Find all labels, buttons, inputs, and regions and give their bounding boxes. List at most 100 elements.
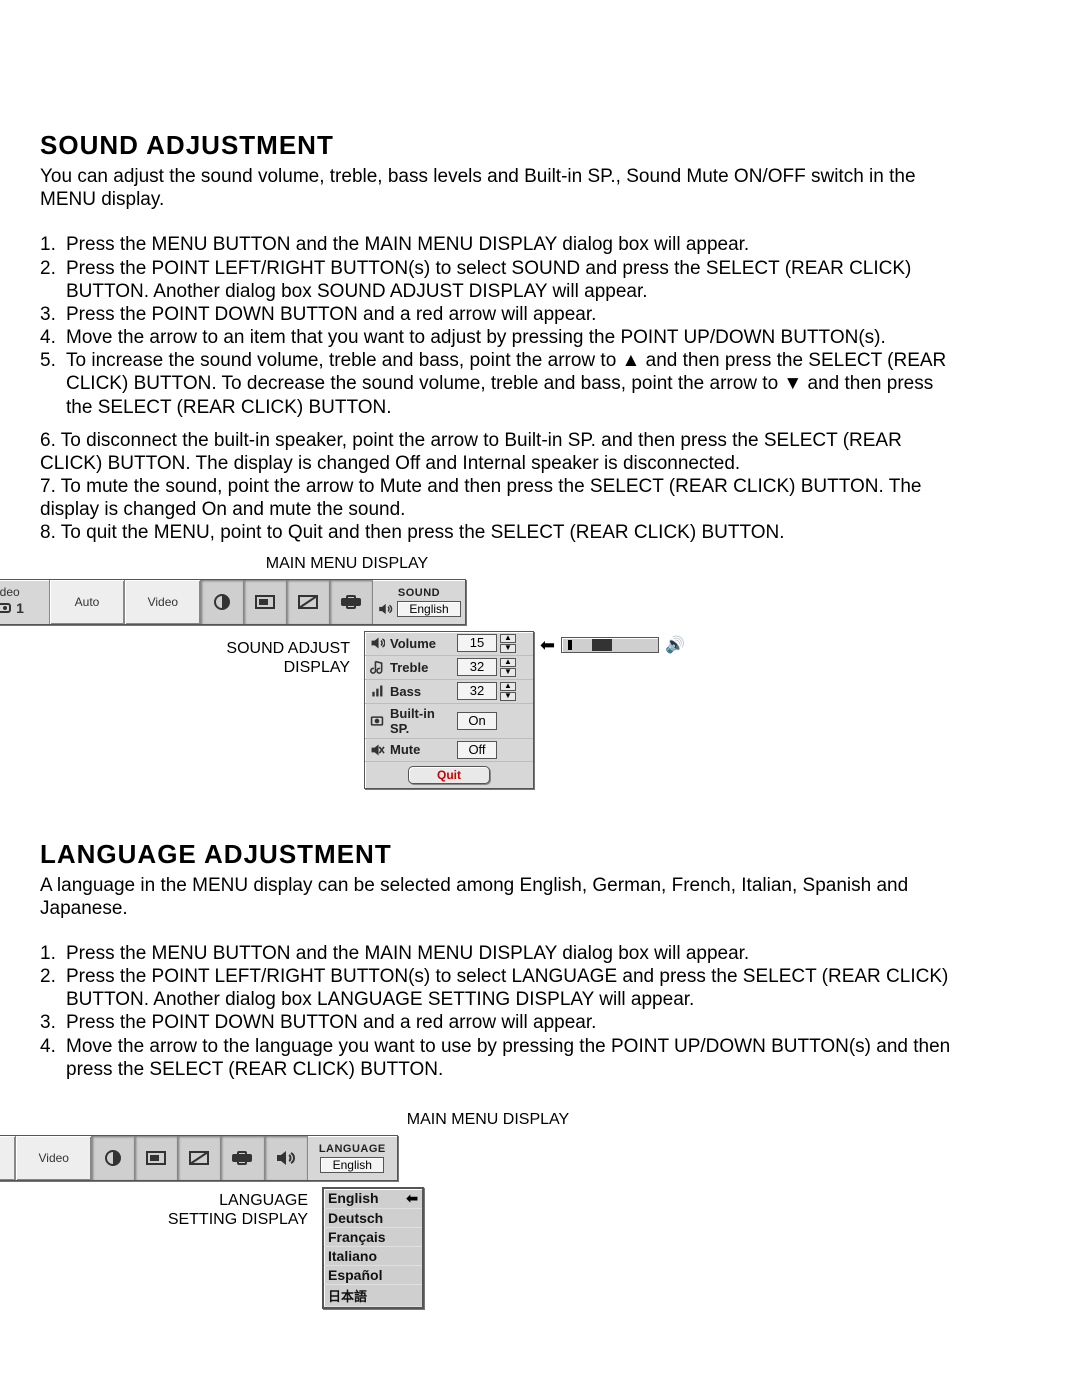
mute-icon [369, 743, 385, 757]
sound-step-3: Press the POINT DOWN BUTTON and a red ar… [66, 303, 960, 326]
menu-end-value: English [397, 601, 461, 617]
sound-step-5: To increase the sound volume, treble and… [66, 349, 960, 419]
spinner-up[interactable]: ▲ [500, 682, 516, 691]
projector-icon [0, 599, 13, 617]
sound-row-builtinsp[interactable]: Built-in SP.On [365, 704, 533, 739]
document-page: SOUND ADJUSTMENT You can adjust the soun… [0, 0, 1000, 1349]
sound-row-bass[interactable]: Bass32▲▼ [365, 680, 533, 704]
language-option-español[interactable]: Español [324, 1266, 422, 1285]
sound-figure: MAIN MENU DISPLAY SOUND ADJUST DISPLAY C… [40, 555, 960, 789]
settings-icon [337, 593, 365, 611]
lang-step-3: Press the POINT DOWN BUTTON and a red ar… [66, 1011, 960, 1034]
speaker-end-icon: 🔊 [665, 635, 685, 655]
aspect-icon [142, 1149, 170, 1167]
language-option-english[interactable]: English⬅ [324, 1189, 422, 1209]
lang-step-2: Press the POINT LEFT/RIGHT BUTTON(s) to … [66, 965, 960, 1011]
menu-tile-auto[interactable]: Auto [50, 580, 126, 624]
spinner-down[interactable]: ▼ [500, 692, 516, 701]
sound-row-treble[interactable]: Treble32▲▼ [365, 656, 533, 680]
language-option-deutsch[interactable]: Deutsch [324, 1209, 422, 1228]
language-heading: LANGUAGE ADJUSTMENT [40, 839, 960, 870]
sound-step-2: Press the POINT LEFT/RIGHT BUTTON(s) to … [66, 257, 960, 303]
sound-steps: 1.Press the MENU BUTTON and the MAIN MEN… [40, 233, 960, 418]
menu-tile-auto[interactable]: Auto [0, 1136, 16, 1180]
sound-step-4: Move the arrow to an item that you want … [66, 326, 960, 349]
language-option-italiano[interactable]: Italiano [324, 1247, 422, 1266]
quit-button[interactable]: Quit [408, 766, 490, 784]
language-option-日本語[interactable]: 日本語 [324, 1285, 422, 1307]
sound-row-value: Off [457, 741, 497, 759]
menu-tile-speaker-only[interactable] [265, 1136, 308, 1180]
menu-tile-settings[interactable] [221, 1136, 264, 1180]
volume-slider[interactable] [561, 637, 659, 653]
sound-row-label: Built-in SP. [390, 706, 454, 736]
spinner-up[interactable]: ▲ [500, 634, 516, 643]
menu-tile-crop[interactable] [178, 1136, 221, 1180]
sound-row-value: 32 [457, 658, 497, 676]
sound-row-value: On [457, 712, 497, 730]
bass-icon [369, 684, 385, 698]
sound-row-label: Treble [390, 660, 454, 675]
spinner-up[interactable]: ▲ [500, 658, 516, 667]
menu-tile-contrast[interactable] [201, 580, 244, 624]
language-intro: A language in the MENU display can be se… [40, 874, 960, 920]
lang-step-4: Move the arrow to the language you want … [66, 1035, 960, 1081]
menu-tile-aspect[interactable] [135, 1136, 178, 1180]
sound-intro: You can adjust the sound volume, treble,… [40, 165, 960, 211]
menu-tile-crop[interactable] [287, 580, 330, 624]
crop-icon [185, 1149, 213, 1167]
spinner[interactable]: ▲▼ [500, 682, 518, 701]
contrast-icon [99, 1149, 127, 1167]
slider-thumb[interactable] [592, 639, 612, 651]
speaker-icon [377, 601, 393, 617]
volume-slider-indicator: ⬅ 🔊 [540, 631, 685, 656]
sound-extra-6: 6. To disconnect the built-in speaker, p… [40, 429, 960, 475]
lang-main-menu-caption: MAIN MENU DISPLAY [170, 1111, 806, 1129]
spinner[interactable]: ▲▼ [500, 634, 518, 653]
sound-extra-7: 7. To mute the sound, point the arrow to… [40, 475, 960, 521]
menu-end-value: English [320, 1157, 384, 1173]
settings-icon [228, 1149, 256, 1167]
sound-row-value: 15 [457, 634, 497, 652]
main-menu-bar: ComputerVideo1AutoVideoSOUNDEnglish [0, 579, 466, 625]
aspect-icon [251, 593, 279, 611]
sound-row-label: Bass [390, 684, 454, 699]
slider-mark [568, 640, 572, 650]
sound-row-label: Mute [390, 742, 454, 757]
menu-tile-video[interactable]: Video [125, 580, 201, 624]
spinner-down[interactable]: ▼ [500, 644, 516, 653]
menu-tile-contrast[interactable] [92, 1136, 135, 1180]
lang-step-1: Press the MENU BUTTON and the MAIN MENU … [66, 942, 960, 965]
speaker-icon [272, 1149, 300, 1167]
treble-icon [369, 660, 385, 674]
lang-panel-col: ComputerVideo1AutoVideoLANGUAGEEnglish E… [322, 1135, 960, 1309]
sound-row-value: 32 [457, 682, 497, 700]
sound-panel-col: ComputerVideo1AutoVideoSOUNDEnglish Volu… [364, 579, 960, 789]
sound-row-volume[interactable]: Volume15▲▼ [365, 632, 533, 656]
sound-adjust-panel: Volume15▲▼Treble32▲▼Bass32▲▼Built-in SP.… [364, 631, 534, 789]
menu-tile-video[interactable]: Video1 [0, 580, 50, 624]
speaker-icon [369, 636, 385, 650]
language-steps: 1.Press the MENU BUTTON and the MAIN MEN… [40, 942, 960, 1081]
crop-icon [294, 593, 322, 611]
sound-heading: SOUND ADJUSTMENT [40, 130, 960, 161]
language-option-français[interactable]: Français [324, 1228, 422, 1247]
sound-step-1: Press the MENU BUTTON and the MAIN MENU … [66, 233, 960, 256]
main-menu-caption: MAIN MENU DISPLAY [50, 555, 644, 573]
menu-end-language[interactable]: LANGUAGEEnglish [308, 1136, 397, 1180]
sp-icon [369, 714, 385, 728]
contrast-icon [208, 593, 236, 611]
sound-row-mute[interactable]: MuteOff [365, 739, 533, 762]
spinner[interactable]: ▲▼ [500, 658, 518, 677]
spinner-down[interactable]: ▼ [500, 668, 516, 677]
menu-end-sound[interactable]: SOUNDEnglish [373, 580, 465, 624]
main-menu-bar: ComputerVideo1AutoVideoLANGUAGEEnglish [0, 1135, 398, 1181]
sound-row-label: Volume [390, 636, 454, 651]
sound-extra-8: 8. To quit the MENU, point to Quit and t… [40, 521, 960, 544]
menu-tile-settings[interactable] [330, 580, 373, 624]
language-setting-panel: English⬅DeutschFrançaisItalianoEspañol日本… [322, 1187, 424, 1309]
pointer-hand-icon: ⬅ [406, 1190, 418, 1207]
menu-tile-aspect[interactable] [244, 580, 287, 624]
language-figure: MAIN MENU DISPLAY LANGUAGE SETTING DISPL… [40, 1111, 960, 1309]
menu-tile-video[interactable]: Video [16, 1136, 92, 1180]
